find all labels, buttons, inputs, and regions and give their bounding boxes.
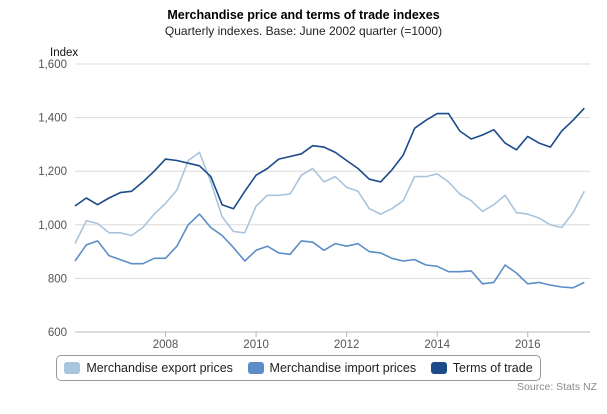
legend-item-terms-of-trade[interactable]: Terms of trade: [430, 361, 533, 375]
series-line-export-prices: [74, 151, 586, 244]
series-line-import-prices: [74, 213, 585, 289]
x-tick-label-2010: 2010: [243, 339, 269, 351]
legend-swatch-import-prices: [247, 362, 264, 374]
legend-swatch-export-prices: [64, 362, 81, 374]
chart-subtitle: Quarterly indexes. Base: June 2002 quart…: [164, 24, 443, 38]
chart-title: Merchandise price and terms of trade ind…: [167, 8, 440, 22]
y-tick-label-1200: 1,200: [38, 166, 67, 178]
legend-label-import-prices: Merchandise import prices: [269, 361, 417, 375]
chart-legend: Merchandise export prices Merchandise im…: [56, 355, 541, 381]
legend-swatch-terms-of-trade: [430, 362, 447, 374]
x-tick-label-2014: 2014: [424, 339, 450, 351]
y-tick-label-1600: 1,600: [38, 59, 67, 71]
legend-label-terms-of-trade: Terms of trade: [452, 361, 533, 375]
legend-item-import-prices[interactable]: Merchandise import prices: [247, 361, 417, 375]
y-axis-label: Index: [50, 47, 78, 59]
x-tick-label-2016: 2016: [515, 339, 541, 351]
source-note: Source: Stats NZ: [517, 381, 597, 393]
legend-item-export-prices[interactable]: Merchandise export prices: [64, 361, 233, 375]
y-tick-label-600: 600: [48, 327, 67, 339]
y-tick-label-1400: 1,400: [38, 113, 67, 125]
y-tick-label-800: 800: [48, 273, 67, 285]
series-line-terms-of-trade: [74, 107, 585, 210]
x-tick-label-2008: 2008: [153, 339, 179, 351]
legend-label-export-prices: Merchandise export prices: [86, 361, 233, 375]
x-tick-label-2012: 2012: [334, 339, 360, 351]
y-tick-label-1000: 1,000: [38, 220, 67, 232]
